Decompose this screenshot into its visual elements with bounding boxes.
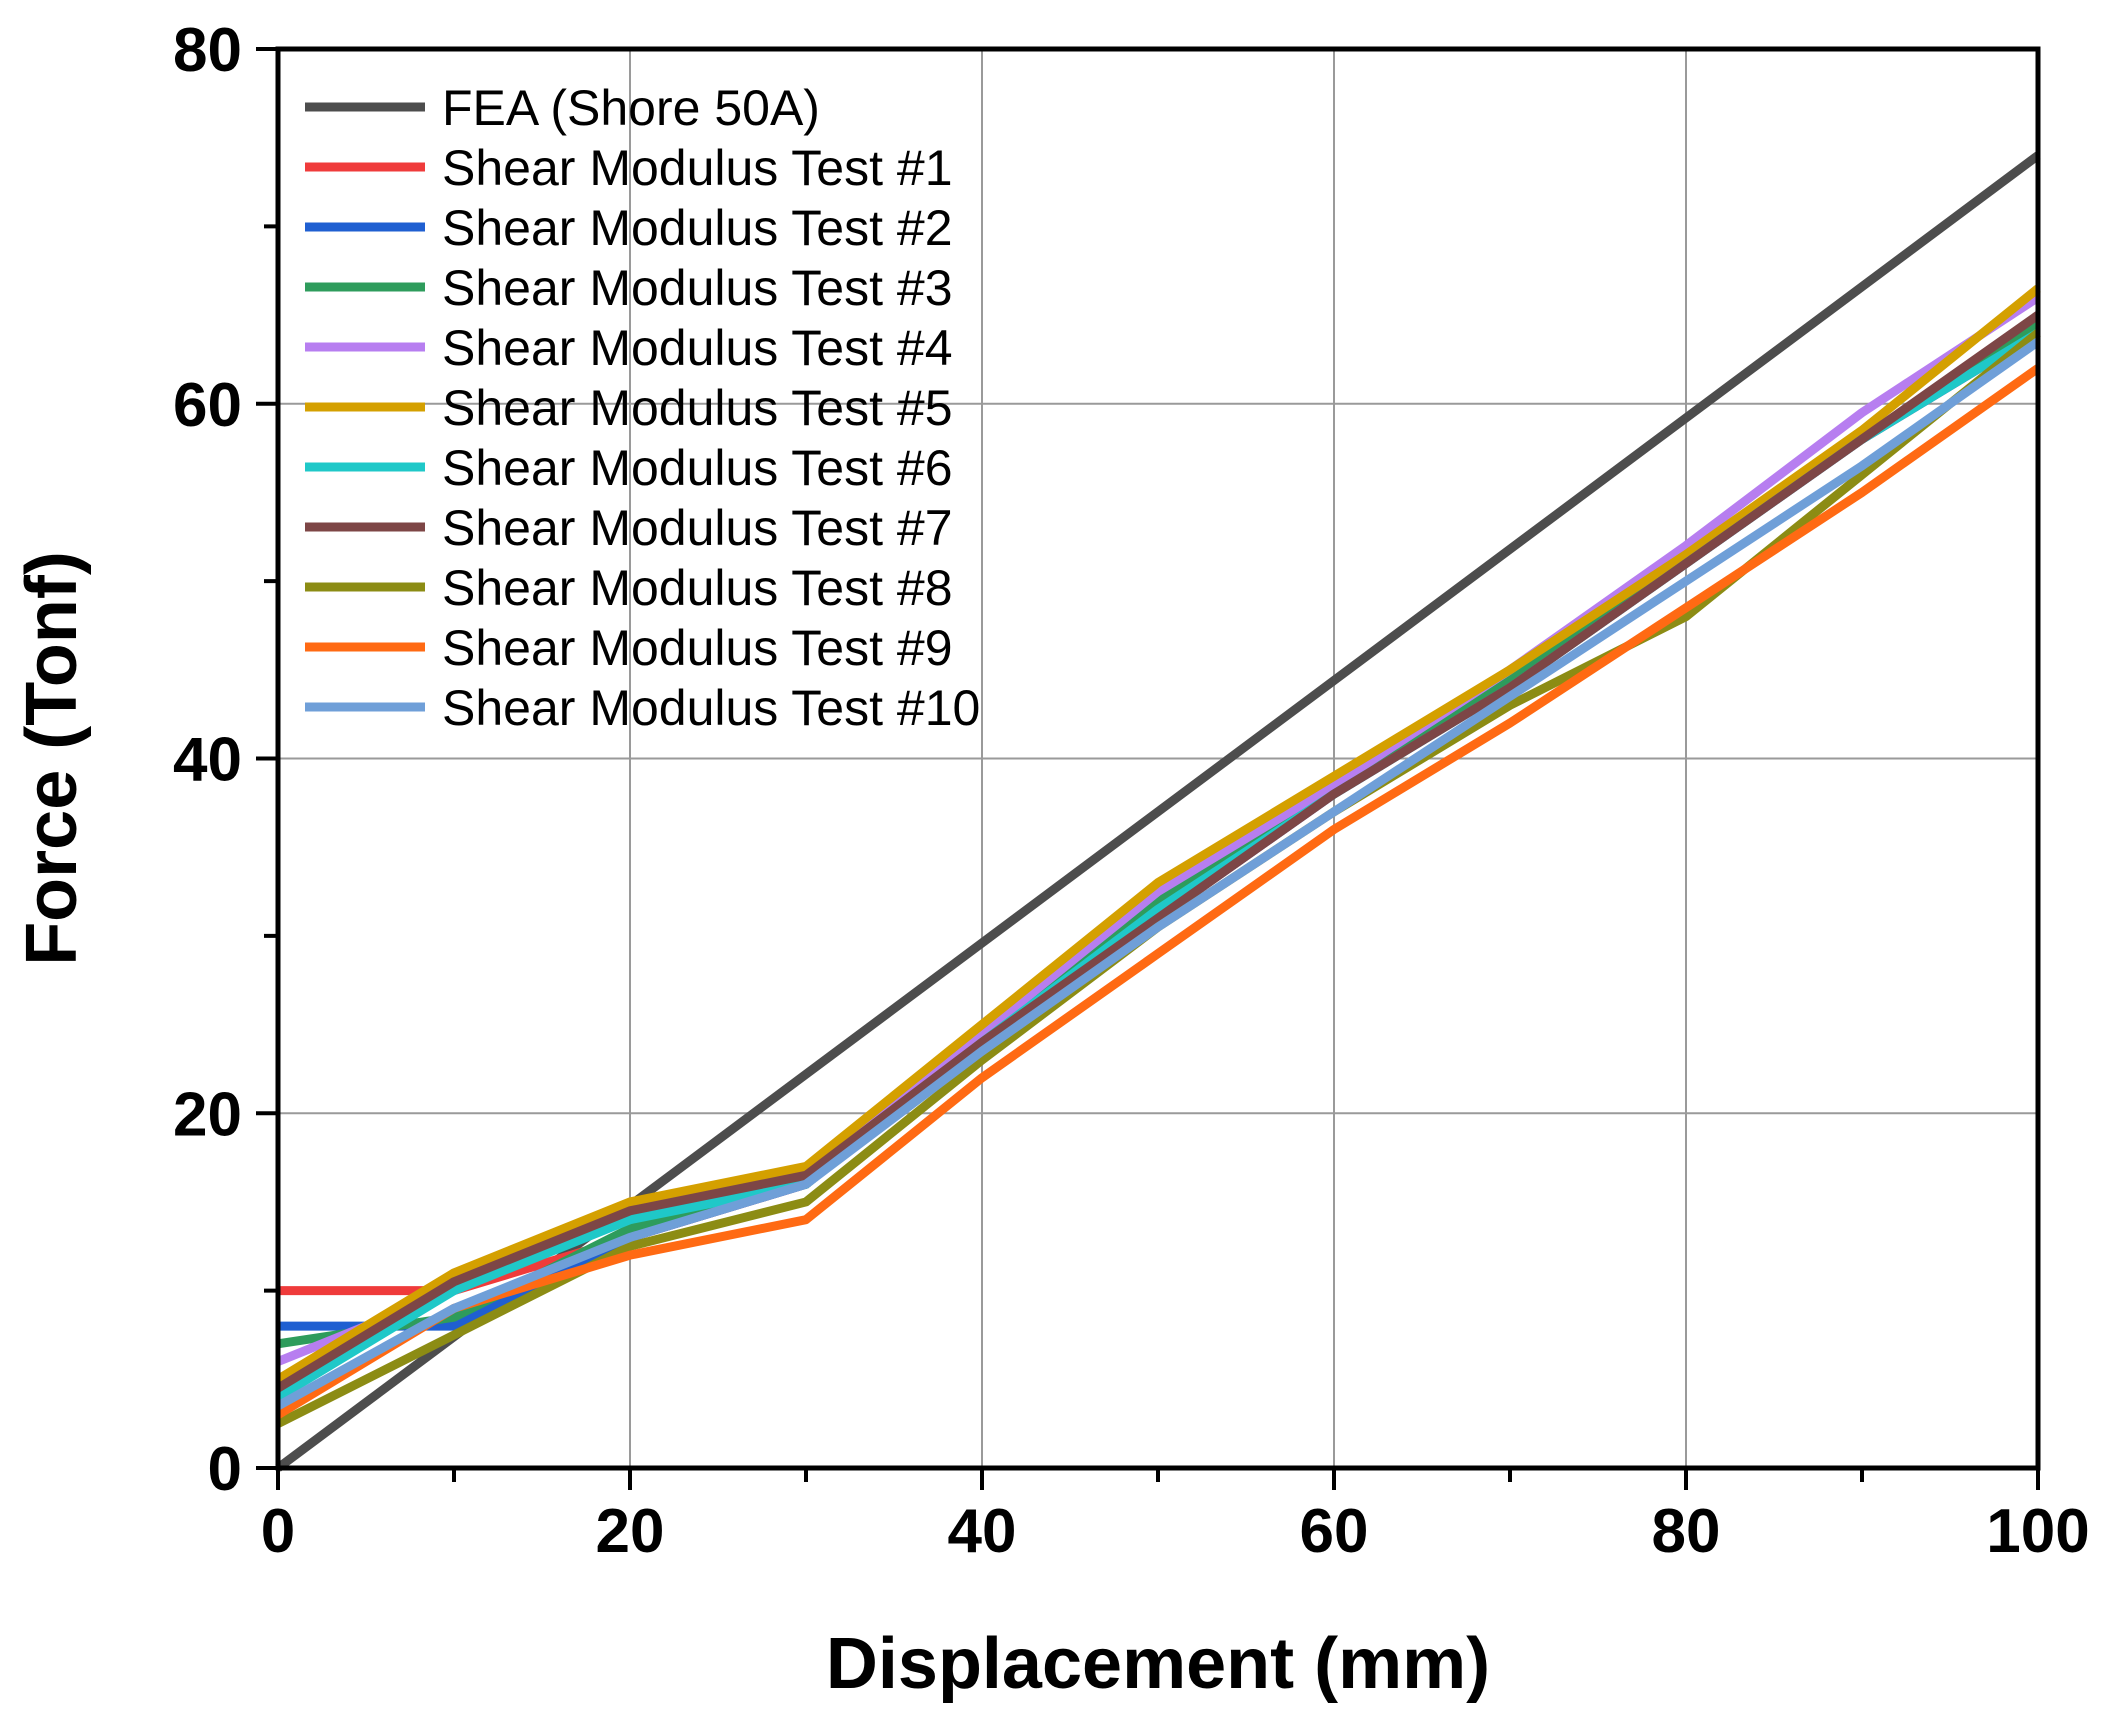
series-line-1: [275, 151, 2041, 1472]
legend-label: Shear Modulus Test #2: [442, 200, 953, 256]
legend-label: FEA (Shore 50A): [442, 80, 820, 136]
legend-label: Shear Modulus Test #5: [442, 380, 953, 436]
y-axis-title: Force (Tonf): [12, 551, 92, 966]
x-tick-label: 0: [261, 1497, 295, 1566]
series-line-8: [275, 311, 2041, 1393]
legend-label: Shear Modulus Test #10: [442, 680, 980, 736]
legend-label: Shear Modulus Test #6: [442, 440, 953, 496]
grid: [278, 49, 2038, 1468]
legend-label: Shear Modulus Test #8: [442, 560, 953, 616]
y-tick-label: 40: [173, 726, 242, 795]
legend-label: Shear Modulus Test #3: [442, 260, 953, 316]
series-line-10: [275, 364, 2041, 1419]
x-tick-label: 60: [1300, 1497, 1369, 1566]
x-tick-label: 100: [1986, 1497, 2089, 1566]
legend-label: Shear Modulus Test #4: [442, 320, 953, 376]
y-tick-label: 20: [173, 1080, 242, 1149]
y-tick-label: 80: [173, 16, 242, 85]
x-tick-label: 80: [1652, 1497, 1721, 1566]
legend: FEA (Shore 50A)Shear Modulus Test #1Shea…: [305, 80, 980, 736]
y-tick-label: 0: [208, 1435, 242, 1504]
tick-labels: 0 20 40 60 80 100 0 20 40 60 80: [173, 16, 2090, 1566]
series-line-6: [275, 284, 2041, 1384]
legend-label: Shear Modulus Test #9: [442, 620, 953, 676]
legend-label: Shear Modulus Test #7: [442, 500, 953, 556]
series-lines: [275, 151, 2041, 1472]
series-line-11: [275, 337, 2041, 1410]
x-tick-label: 20: [596, 1497, 665, 1566]
x-tick-label: 40: [948, 1497, 1017, 1566]
legend-label: Shear Modulus Test #1: [442, 140, 953, 196]
axis-ticks: [256, 47, 2040, 1490]
y-tick-label: 60: [173, 371, 242, 440]
x-axis-title: Displacement (mm): [826, 1624, 1490, 1704]
